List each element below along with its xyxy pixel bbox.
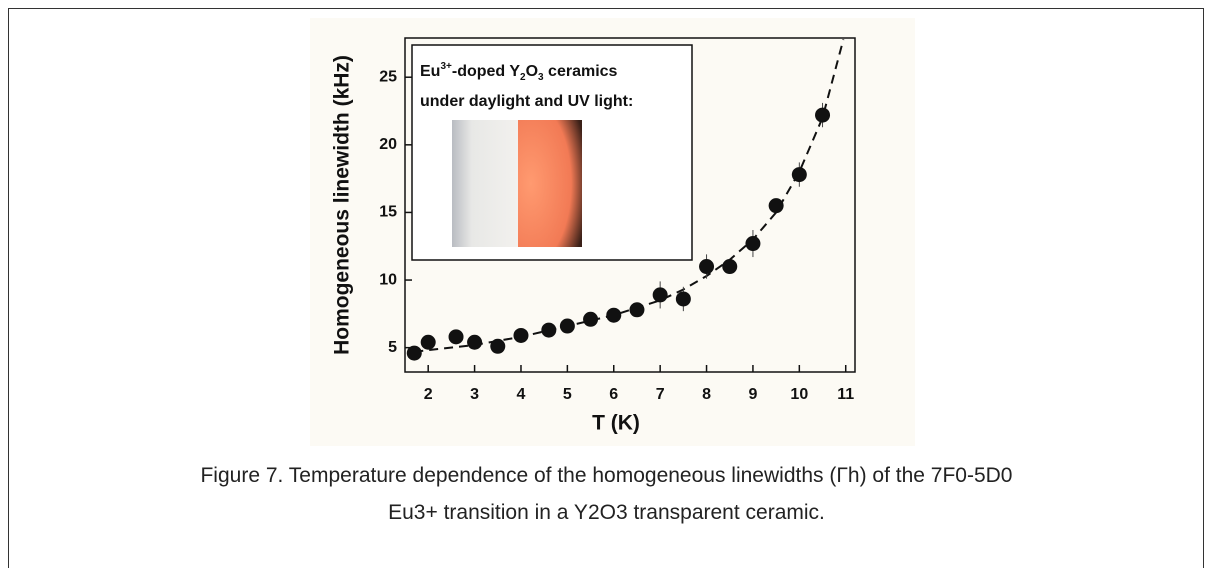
- data-point: [606, 308, 621, 323]
- inset-photo-daylight: [452, 120, 518, 247]
- y-tick-label: 20: [379, 136, 397, 153]
- data-point: [629, 302, 644, 317]
- data-point: [745, 236, 760, 251]
- x-tick-label: 4: [517, 386, 526, 403]
- data-point: [513, 328, 528, 343]
- data-point: [560, 319, 575, 334]
- x-tick-label: 8: [702, 386, 711, 403]
- data-point: [449, 329, 464, 344]
- y-tick-label: 25: [379, 68, 397, 85]
- x-tick-label: 2: [424, 386, 433, 403]
- data-point: [490, 339, 505, 354]
- x-tick-label: 9: [748, 386, 757, 403]
- x-axis-label: T (K): [592, 412, 640, 435]
- y-tick-label: 15: [379, 204, 397, 221]
- x-tick-label: 7: [656, 386, 665, 403]
- data-point: [815, 108, 830, 123]
- x-tick-label: 5: [563, 386, 572, 403]
- caption: Figure 7. Temperature dependence of the …: [0, 464, 1213, 488]
- data-point: [421, 335, 436, 350]
- data-point: [792, 167, 807, 182]
- chart: Eu3+-doped Y2O3 ceramics under daylight …: [0, 0, 1213, 460]
- y-tick-label: 5: [388, 339, 397, 356]
- inset-photo-uv: [518, 120, 582, 247]
- data-point: [722, 259, 737, 274]
- y-tick-label: 10: [379, 271, 397, 288]
- x-tick-label: 6: [609, 386, 618, 403]
- x-tick-label: 11: [837, 386, 854, 403]
- data-point: [699, 259, 714, 274]
- data-point: [407, 346, 422, 361]
- page: Eu3+-doped Y2O3 ceramics under daylight …: [0, 0, 1213, 564]
- data-point: [676, 291, 691, 306]
- data-point: [769, 198, 784, 213]
- y-axis-label: Homogeneous linewidth (kHz): [331, 55, 354, 355]
- caption: Eu3+ transition in a Y2O3 transparent ce…: [0, 501, 1213, 525]
- data-point: [653, 287, 668, 302]
- data-point: [541, 323, 556, 338]
- x-tick-label: 3: [470, 386, 479, 403]
- data-point: [583, 312, 598, 327]
- inset-text: under daylight and UV light:: [420, 93, 633, 110]
- data-point: [467, 335, 482, 350]
- x-tick-label: 10: [790, 386, 808, 403]
